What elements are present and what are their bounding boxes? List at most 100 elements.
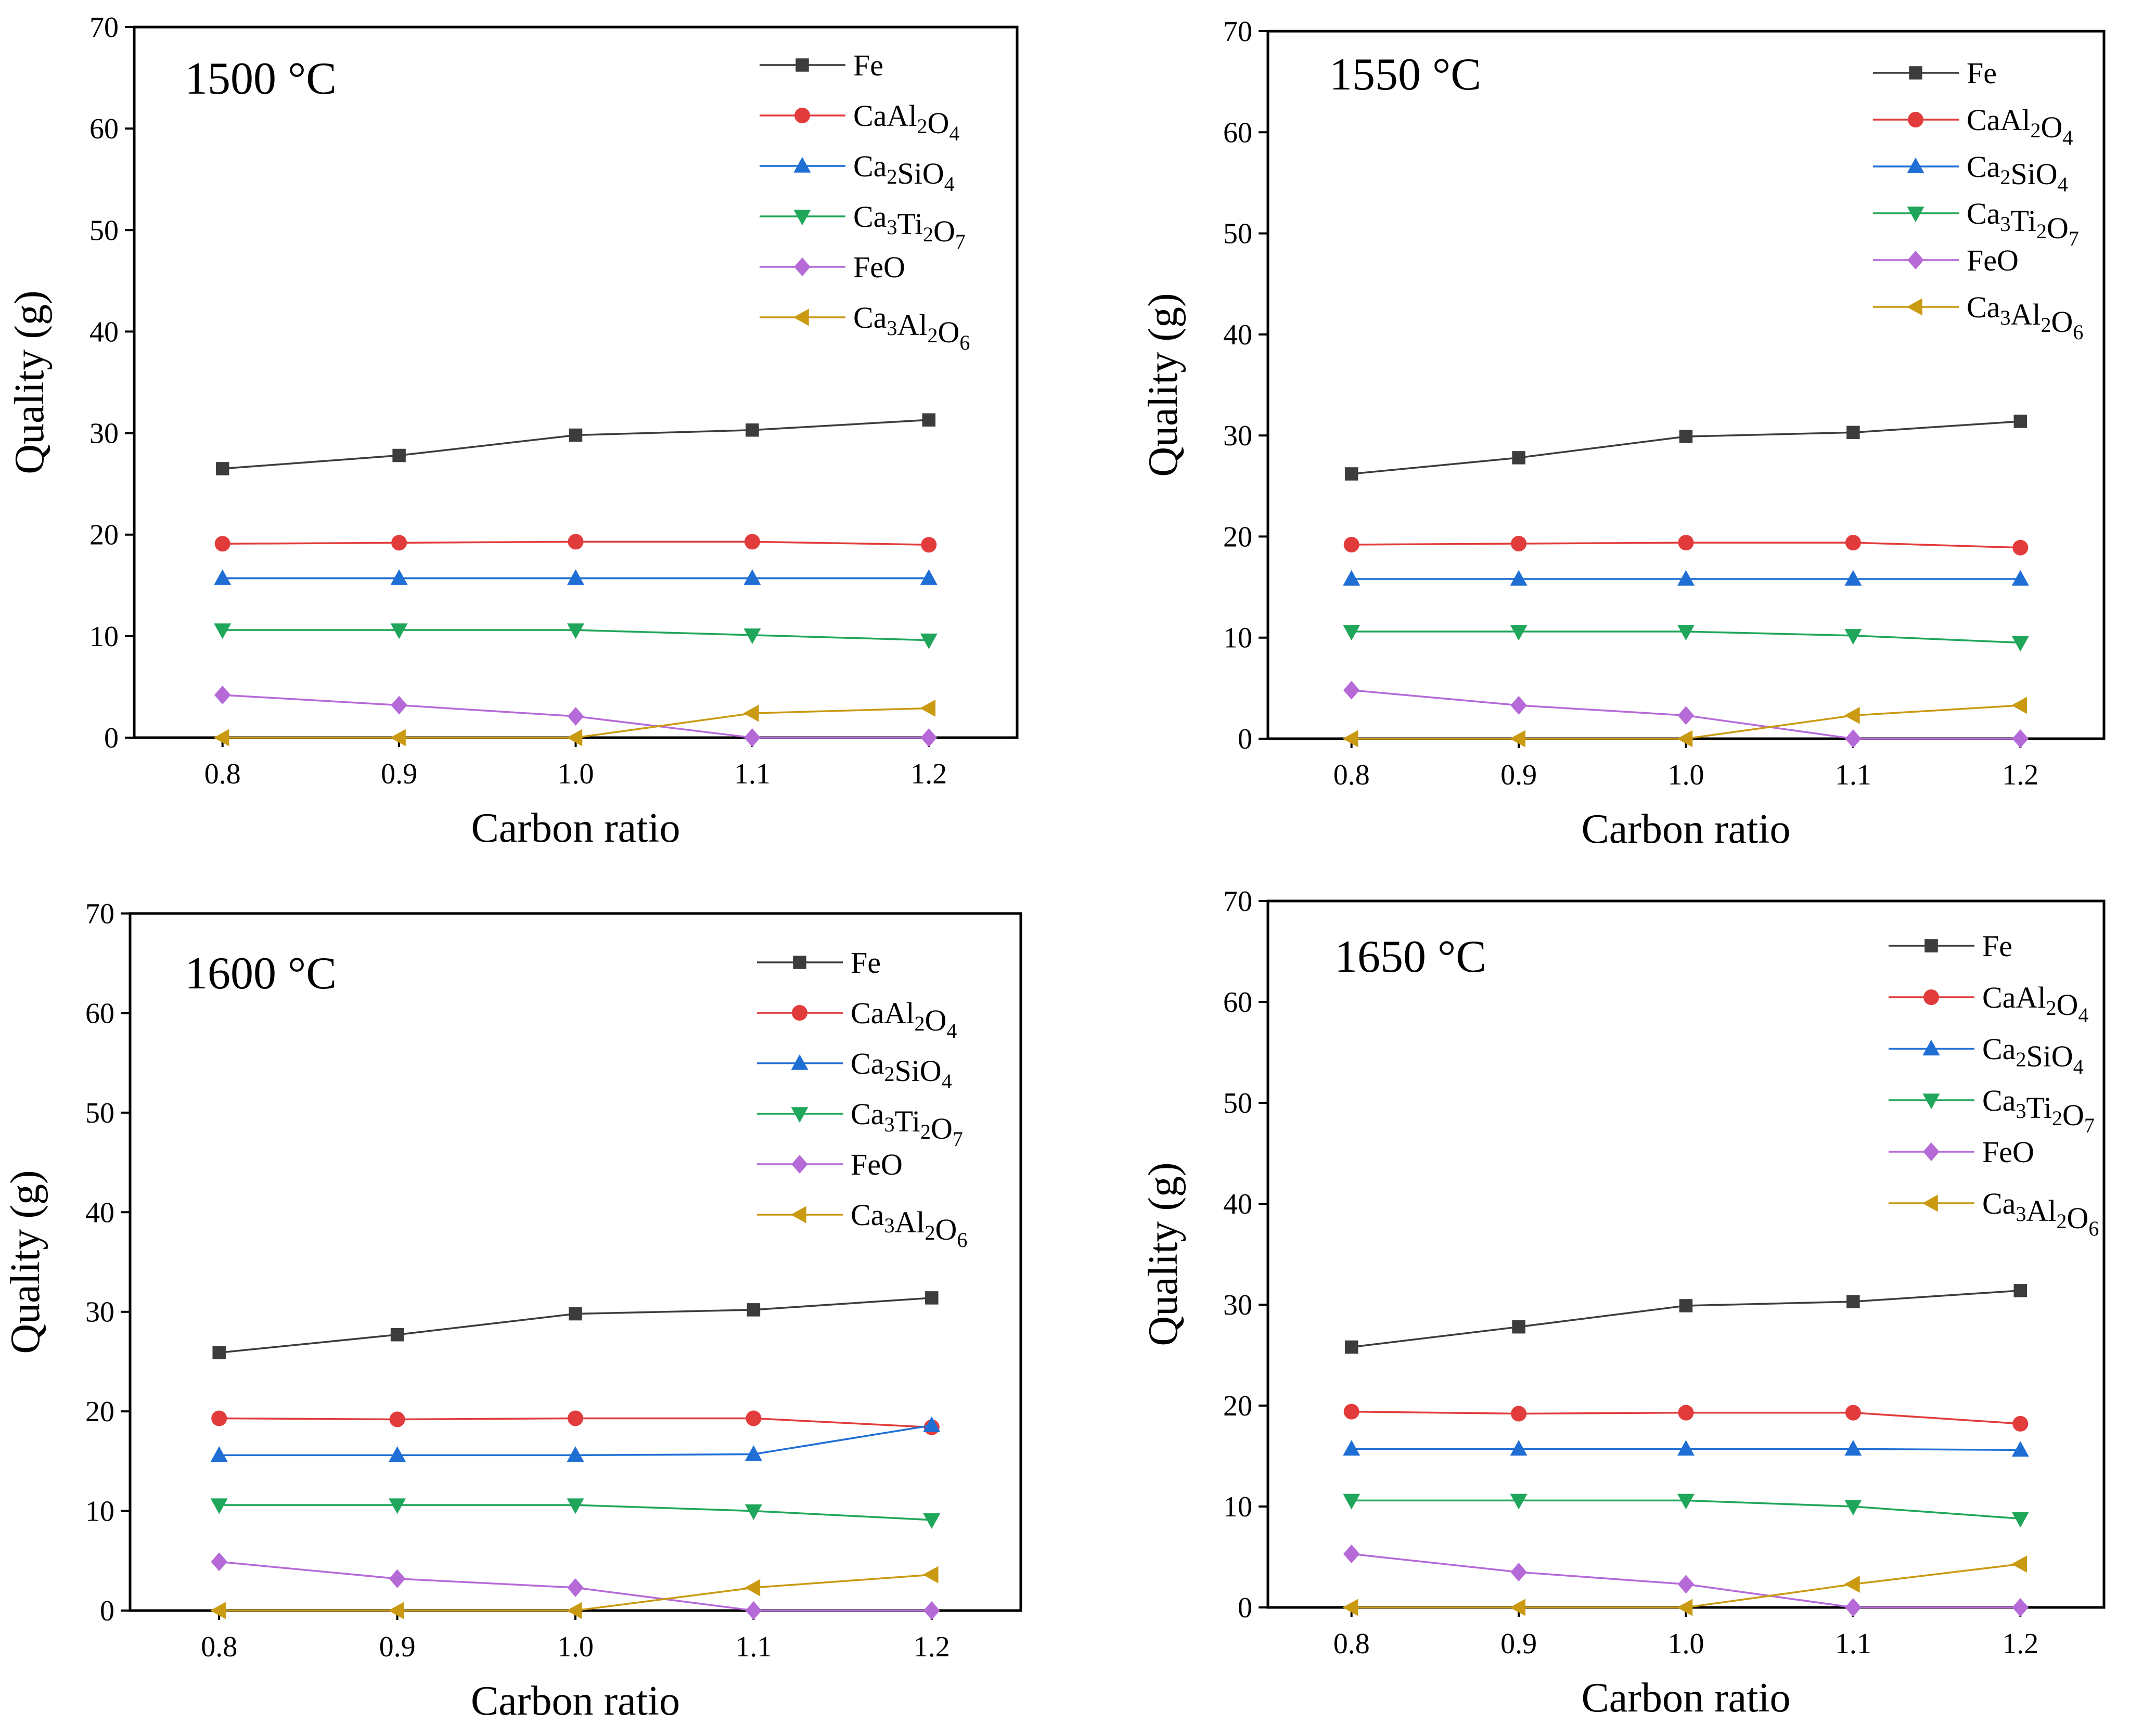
x-axis-title: Carbon ratio xyxy=(1581,1675,1790,1721)
data-point-CaAl2O4 xyxy=(211,1410,227,1426)
data-point-Fe xyxy=(1679,1299,1693,1312)
legend-marker-Ca3Ti2O7 xyxy=(1907,207,1924,223)
series-Ca3Al2O6 xyxy=(1342,1555,2027,1616)
panel-title: 1550 °C xyxy=(1329,49,1481,100)
series-Ca3Ti2O7 xyxy=(210,1498,941,1529)
data-point-Fe xyxy=(2013,1284,2027,1297)
y-tick-label: 30 xyxy=(1223,420,1252,452)
data-point-Ca3Ti2O7 xyxy=(389,1498,406,1514)
data-point-Fe xyxy=(922,413,936,427)
chart-panel-3: 0 10 20 30 40 50 60 70 0.8 0.9 1.0 1.1 1.2 Carbon rat… xyxy=(3,898,1022,1724)
legend-marker-Fe xyxy=(795,58,809,72)
data-point-Ca3Ti2O7 xyxy=(1343,625,1361,641)
data-point-Ca2SiO4 xyxy=(1677,1440,1695,1456)
data-point-FeO xyxy=(1343,1544,1360,1564)
legend-label-Ca2SiO4: Ca2SiO4 xyxy=(1982,1032,2084,1078)
x-tick-label: 1.1 xyxy=(734,758,771,790)
x-tick-label: 1.0 xyxy=(1668,759,1704,791)
x-tick-label: 1.2 xyxy=(2002,1628,2038,1660)
data-point-Fe xyxy=(569,428,583,442)
y-tick-label: 0 xyxy=(100,1595,114,1627)
data-point-CaAl2O4 xyxy=(391,535,407,551)
data-point-FeO xyxy=(567,707,584,726)
data-point-Ca2SiO4 xyxy=(1677,570,1695,586)
x-tick-label: 1.2 xyxy=(910,758,947,790)
data-point-Ca3Ti2O7 xyxy=(923,1513,941,1529)
y-axis-title: Quality (g) xyxy=(3,1170,48,1354)
data-point-Ca3Al2O6 xyxy=(1844,1575,1860,1593)
y-tick-label: 40 xyxy=(89,316,119,348)
y-tick-label: 0 xyxy=(104,722,119,754)
legend-marker-CaAl2O4 xyxy=(794,108,810,123)
data-point-Ca2SiO4 xyxy=(1844,570,1862,586)
chart-panel-2: 0 10 20 30 40 50 60 70 0.8 0.9 1.0 1.1 1.2 Carbon rat… xyxy=(1140,16,2106,852)
legend-label-FeO: FeO xyxy=(851,1148,903,1181)
data-point-FeO xyxy=(1845,729,1862,748)
series-Ca3Al2O6 xyxy=(210,1566,939,1619)
data-point-Ca3Ti2O7 xyxy=(745,1504,762,1520)
data-point-Ca3Al2O6 xyxy=(213,729,229,746)
y-tick-label: 20 xyxy=(1223,1390,1252,1422)
legend-marker-Ca3Al2O6 xyxy=(1906,298,1922,316)
x-tick-label: 0.8 xyxy=(1333,1628,1370,1660)
legend-label-Ca2SiO4: Ca2SiO4 xyxy=(851,1047,952,1093)
data-point-Ca3Al2O6 xyxy=(210,1602,226,1619)
y-tick-label: 10 xyxy=(1223,622,1252,654)
data-point-Fe xyxy=(2013,415,2027,428)
y-tick-label: 30 xyxy=(85,1296,114,1329)
legend-marker-Ca2SiO4 xyxy=(1907,157,1924,173)
y-tick-label: 50 xyxy=(1223,1087,1252,1119)
data-point-Ca3Al2O6 xyxy=(745,1579,761,1597)
series-line-Fe xyxy=(1351,1290,2021,1348)
data-point-CaAl2O4 xyxy=(744,534,760,550)
legend-label-Fe: Fe xyxy=(1967,56,1997,90)
series-Ca2SiO4 xyxy=(1343,570,2029,586)
data-point-CaAl2O4 xyxy=(214,536,230,552)
data-point-FeO xyxy=(1845,1598,1862,1617)
data-point-Fe xyxy=(212,1346,226,1359)
data-point-Ca3Al2O6 xyxy=(1509,1599,1525,1616)
data-point-FeO xyxy=(1510,1563,1527,1582)
legend-label-Fe: Fe xyxy=(851,946,881,980)
data-point-CaAl2O4 xyxy=(2012,1415,2029,1432)
series-line-Fe xyxy=(1351,420,2021,475)
legend-marker-Ca2SiO4 xyxy=(793,157,811,173)
legend-label-Ca2SiO4: Ca2SiO4 xyxy=(1967,150,2068,196)
data-point-CaAl2O4 xyxy=(746,1410,762,1426)
data-point-Ca2SiO4 xyxy=(567,569,584,585)
data-point-Ca2SiO4 xyxy=(1510,1440,1528,1456)
data-point-CaAl2O4 xyxy=(2012,539,2029,556)
data-point-Ca3Al2O6 xyxy=(1509,730,1525,748)
data-point-Ca2SiO4 xyxy=(214,569,232,585)
legend-label-Ca3Al2O6: Ca3Al2O6 xyxy=(851,1198,967,1252)
legend-label-CaAl2O4: CaAl2O4 xyxy=(1982,981,2088,1027)
series-Ca3Ti2O7 xyxy=(1343,1494,2029,1528)
series-Fe xyxy=(1344,1284,2027,1354)
data-point-FeO xyxy=(391,696,407,715)
data-point-CaAl2O4 xyxy=(568,534,584,550)
data-point-Fe xyxy=(1344,1340,1358,1354)
series-Ca2SiO4 xyxy=(214,569,938,585)
y-tick-label: 0 xyxy=(1238,723,1252,755)
data-point-CaAl2O4 xyxy=(1511,536,1527,552)
data-point-Ca3Al2O6 xyxy=(567,729,583,746)
data-point-Fe xyxy=(569,1307,582,1321)
y-tick-label: 50 xyxy=(85,1097,114,1129)
legend-label-CaAl2O4: CaAl2O4 xyxy=(1967,103,2073,149)
legend-marker-Ca3Al2O6 xyxy=(1922,1194,1938,1212)
data-point-Ca3Ti2O7 xyxy=(1677,1494,1695,1510)
x-axis-title: Carbon ratio xyxy=(471,805,680,851)
data-point-Ca2SiO4 xyxy=(1510,570,1528,586)
legend-marker-FeO xyxy=(1923,1142,1940,1161)
legend-label-CaAl2O4: CaAl2O4 xyxy=(853,99,959,145)
series-FeO xyxy=(1343,1544,2029,1617)
y-tick-label: 60 xyxy=(89,113,119,145)
series-CaAl2O4 xyxy=(214,534,937,553)
data-point-Ca3Ti2O7 xyxy=(567,1498,584,1514)
series-Ca3Al2O6 xyxy=(213,699,936,746)
